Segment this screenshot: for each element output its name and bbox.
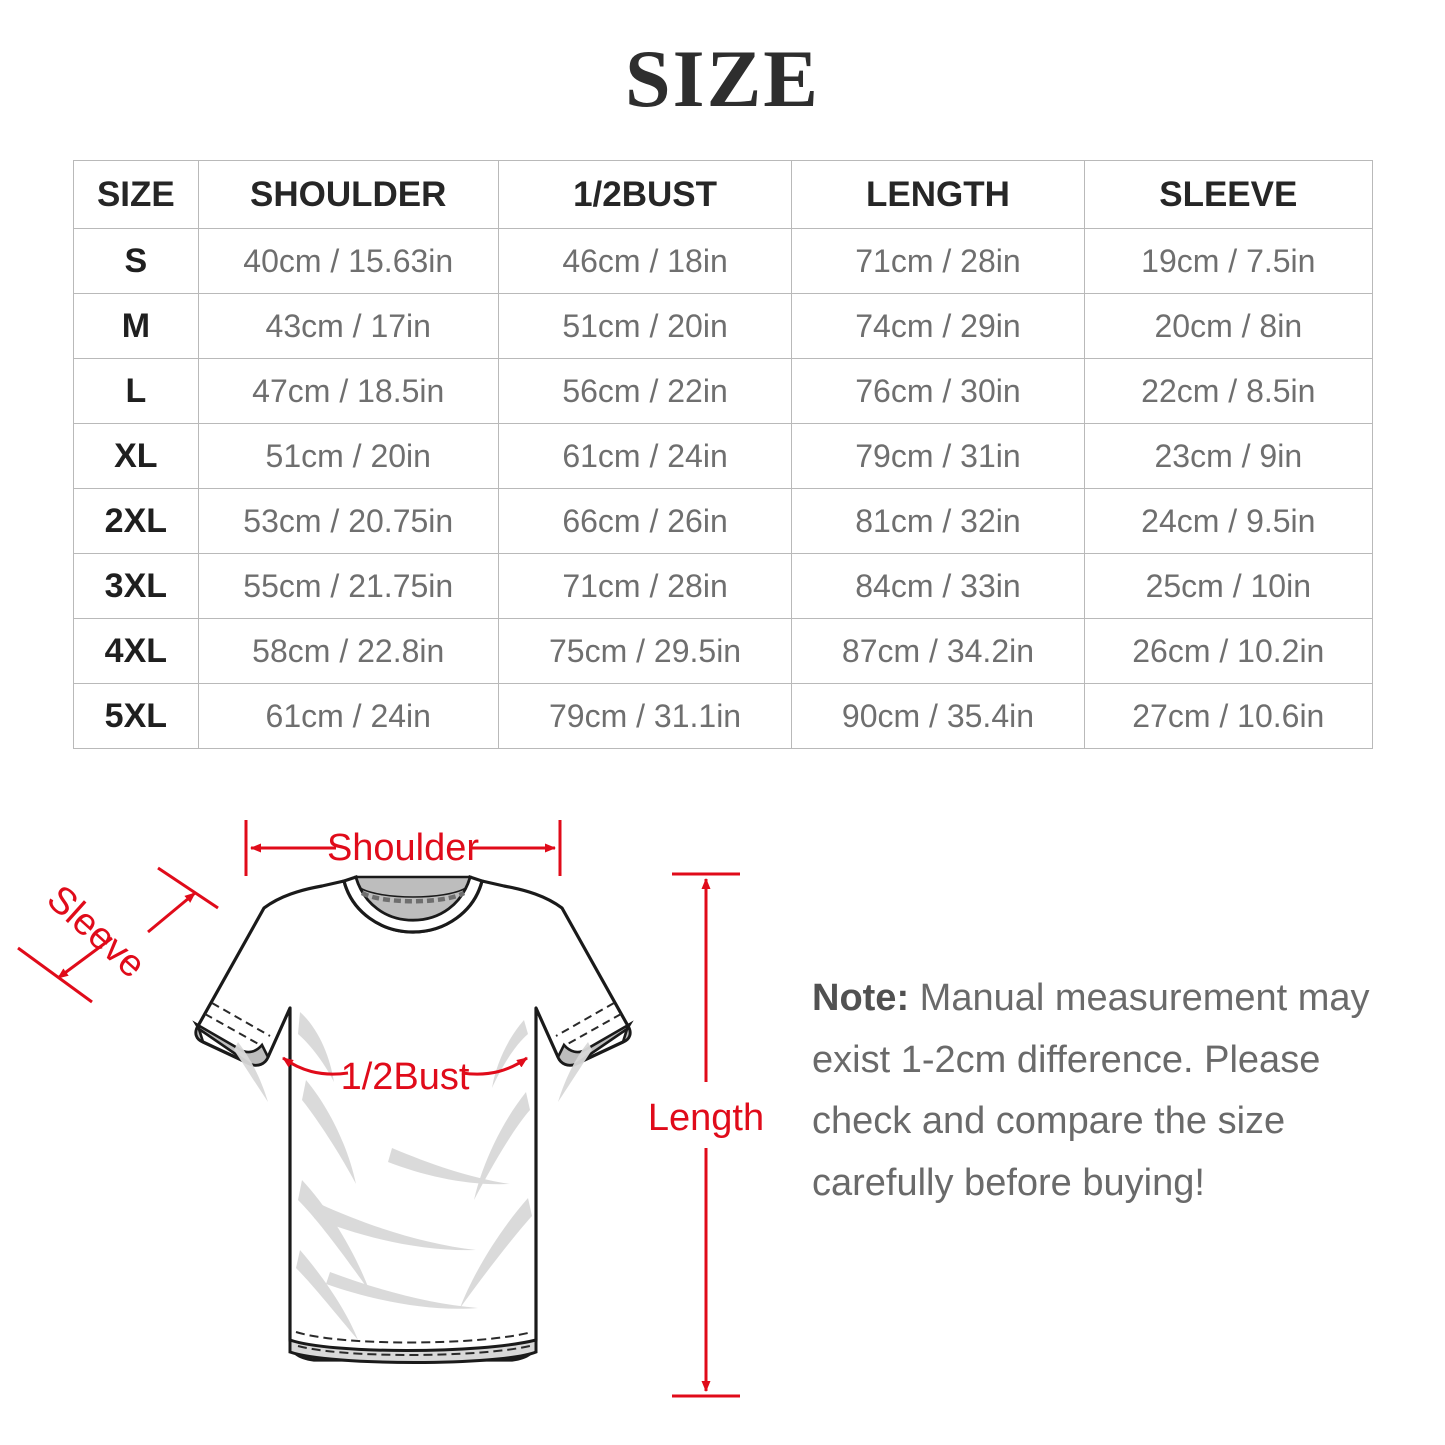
- cell-bust: 79cm / 31.1in: [497, 683, 793, 749]
- cell-bust: 66cm / 26in: [497, 488, 793, 554]
- cell-shoulder: 51cm / 20in: [197, 423, 499, 489]
- cell-length: 87cm / 34.2in: [791, 618, 1085, 684]
- size-chart-table-container: SIZE SHOULDER 1/2BUST LENGTH SLEEVE S 40…: [73, 160, 1374, 749]
- collar-stitch-line: [359, 887, 467, 898]
- tshirt-body-outline: [194, 879, 632, 1362]
- table-row: 5XL 61cm / 24in 79cm / 31.1in 90cm / 35.…: [73, 683, 1374, 749]
- cell-length: 90cm / 35.4in: [791, 683, 1085, 749]
- cell-length: 74cm / 29in: [791, 293, 1085, 359]
- cell-size: S: [73, 228, 199, 294]
- cell-shoulder: 43cm / 17in: [197, 293, 499, 359]
- cell-size: M: [73, 293, 199, 359]
- shoulder-label: Shoulder: [327, 827, 479, 869]
- table-header-row: SIZE SHOULDER 1/2BUST LENGTH SLEEVE: [73, 160, 1374, 229]
- sleeve-arrow-upper: [147, 891, 196, 934]
- cell-length: 79cm / 31in: [791, 423, 1085, 489]
- column-header-length: LENGTH: [791, 160, 1085, 229]
- size-chart-table: SIZE SHOULDER 1/2BUST LENGTH SLEEVE S 40…: [73, 160, 1374, 749]
- cell-shoulder: 47cm / 18.5in: [197, 358, 499, 424]
- sleeve-tick-lower: [17, 946, 93, 1004]
- sleeve-tick-upper: [157, 866, 219, 910]
- left-sleeve-hem-stitch: [204, 1013, 263, 1047]
- left-sleeve-hem-stitch-2: [211, 1002, 271, 1037]
- cell-size: 2XL: [73, 488, 199, 554]
- right-sleeve-hem-stitch-2: [555, 1002, 615, 1037]
- page-title: SIZE: [625, 33, 820, 124]
- cell-shoulder: 40cm / 15.63in: [197, 228, 499, 294]
- cell-bust: 51cm / 20in: [497, 293, 793, 359]
- sleeve-arrow-lower: [57, 936, 113, 980]
- column-header-sleeve: SLEEVE: [1083, 160, 1374, 229]
- column-header-bust: 1/2BUST: [497, 160, 793, 229]
- cell-size: 5XL: [73, 683, 199, 749]
- tshirt-measurement-diagram: Shoulder Sleeve 1/2Bust Length: [0, 780, 820, 1420]
- bust-label: 1/2Bust: [341, 1056, 470, 1098]
- cell-sleeve: 20cm / 8in: [1083, 293, 1374, 359]
- cell-sleeve: 26cm / 10.2in: [1083, 618, 1374, 684]
- cell-bust: 46cm / 18in: [497, 228, 793, 294]
- cell-shoulder: 58cm / 22.8in: [197, 618, 499, 684]
- cell-bust: 71cm / 28in: [497, 553, 793, 619]
- cell-sleeve: 25cm / 10in: [1083, 553, 1374, 619]
- tshirt-illustration: [192, 874, 634, 1364]
- bottom-hem-stitch-upper: [295, 1331, 533, 1344]
- measurement-note: Note: Manual measurement may exist 1-2cm…: [812, 968, 1392, 1214]
- cell-bust: 61cm / 24in: [497, 423, 793, 489]
- bottom-hem-edge: [288, 1337, 538, 1364]
- table-row: 4XL 58cm / 22.8in 75cm / 29.5in 87cm / 3…: [73, 618, 1374, 684]
- column-header-shoulder: SHOULDER: [197, 160, 499, 229]
- sleeve-label: Sleeve: [39, 878, 153, 987]
- cell-sleeve: 24cm / 9.5in: [1083, 488, 1374, 554]
- right-sleeve-hem-stitch: [563, 1013, 622, 1047]
- cell-sleeve: 23cm / 9in: [1083, 423, 1374, 489]
- bust-arrow-right: [461, 1056, 528, 1076]
- fabric-shading: [234, 1012, 592, 1340]
- cell-length: 84cm / 33in: [791, 553, 1085, 619]
- cell-shoulder: 53cm / 20.75in: [197, 488, 499, 554]
- cell-sleeve: 27cm / 10.6in: [1083, 683, 1374, 749]
- table-row: 2XL 53cm / 20.75in 66cm / 26in 81cm / 32…: [73, 488, 1374, 554]
- note-text: Manual measurement may exist 1-2cm diffe…: [812, 977, 1370, 1204]
- table-row: XL 51cm / 20in 61cm / 24in 79cm / 31in 2…: [73, 423, 1374, 489]
- cell-length: 71cm / 28in: [791, 228, 1085, 294]
- table-row: L 47cm / 18.5in 56cm / 22in 76cm / 30in …: [73, 358, 1374, 424]
- column-header-size: SIZE: [73, 160, 199, 229]
- cell-size: 3XL: [73, 553, 199, 619]
- table-row: M 43cm / 17in 51cm / 20in 74cm / 29in 20…: [73, 293, 1374, 359]
- bottom-hem-stitch-lower: [297, 1345, 531, 1356]
- cell-length: 76cm / 30in: [791, 358, 1085, 424]
- cell-shoulder: 61cm / 24in: [197, 683, 499, 749]
- cell-sleeve: 19cm / 7.5in: [1083, 228, 1374, 294]
- cell-sleeve: 22cm / 8.5in: [1083, 358, 1374, 424]
- length-label: Length: [648, 1097, 764, 1139]
- table-row: S 40cm / 15.63in 46cm / 18in 71cm / 28in…: [73, 228, 1374, 294]
- cell-bust: 56cm / 22in: [497, 358, 793, 424]
- cell-size: L: [73, 358, 199, 424]
- bust-arrow-left: [282, 1056, 349, 1076]
- cell-length: 81cm / 32in: [791, 488, 1085, 554]
- cell-bust: 75cm / 29.5in: [497, 618, 793, 684]
- cell-shoulder: 55cm / 21.75in: [197, 553, 499, 619]
- note-label: Note:: [812, 977, 910, 1019]
- cell-size: XL: [73, 423, 199, 489]
- cell-size: 4XL: [73, 618, 199, 684]
- table-row: 3XL 55cm / 21.75in 71cm / 28in 84cm / 33…: [73, 553, 1374, 619]
